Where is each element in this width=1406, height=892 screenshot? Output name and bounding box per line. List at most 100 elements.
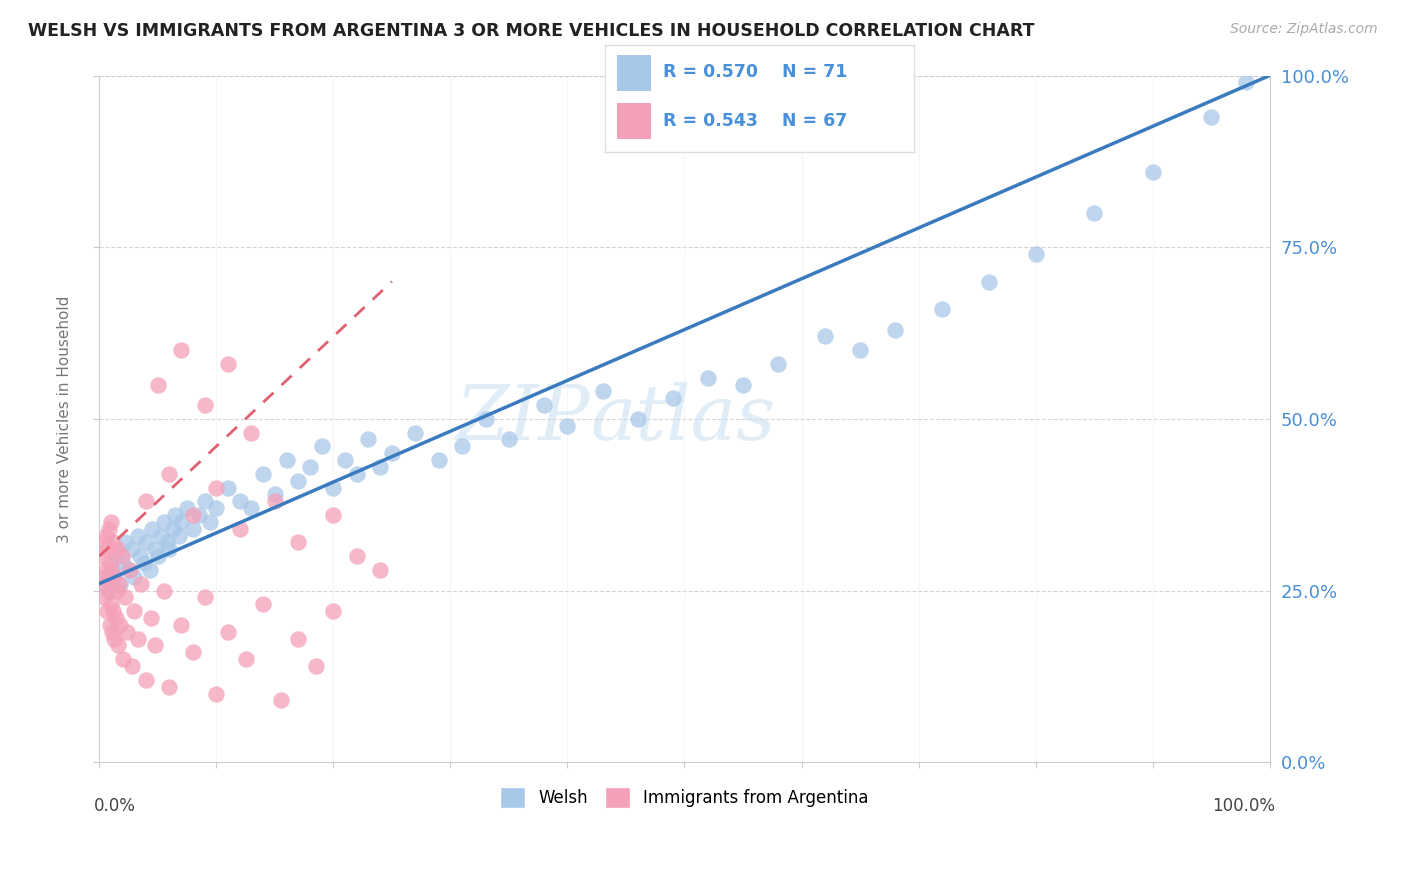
Bar <box>617 55 651 91</box>
Point <box>90 570 112 584</box>
Legend: Welsh, Immigrants from Argentina: Welsh, Immigrants from Argentina <box>494 780 876 814</box>
Point <box>557 418 579 433</box>
Point <box>276 453 298 467</box>
Point <box>93 591 115 605</box>
Point <box>194 494 217 508</box>
Point <box>121 659 143 673</box>
Point <box>121 542 143 557</box>
Point <box>103 570 125 584</box>
Point <box>322 508 344 522</box>
Point <box>322 481 344 495</box>
Point <box>228 522 250 536</box>
Point <box>129 549 152 564</box>
Point <box>150 528 173 542</box>
Point <box>498 433 520 447</box>
Point <box>94 576 117 591</box>
Point <box>170 343 193 358</box>
Text: ZIP: ZIP <box>456 382 591 456</box>
Point <box>97 522 120 536</box>
Point <box>381 446 404 460</box>
Text: R = 0.543    N = 67: R = 0.543 N = 67 <box>664 112 848 129</box>
Point <box>252 597 274 611</box>
Point <box>145 542 167 557</box>
Point <box>311 439 333 453</box>
Point <box>298 459 321 474</box>
Point <box>105 583 128 598</box>
Bar <box>617 103 651 139</box>
Point <box>731 377 754 392</box>
Point <box>124 604 146 618</box>
Point <box>240 425 263 440</box>
Point <box>111 556 134 570</box>
Point <box>217 357 239 371</box>
Y-axis label: 3 or more Vehicles in Household: 3 or more Vehicles in Household <box>58 295 72 542</box>
Point <box>427 453 450 467</box>
Point <box>270 693 292 707</box>
Point <box>159 542 181 557</box>
Point <box>287 535 309 549</box>
Point <box>205 501 228 516</box>
Point <box>118 563 141 577</box>
Point <box>91 549 114 564</box>
Point <box>152 583 174 598</box>
Point <box>110 549 132 564</box>
Point <box>100 597 122 611</box>
Point <box>146 549 169 564</box>
Point <box>104 611 127 625</box>
Point <box>98 556 121 570</box>
Point <box>141 522 163 536</box>
Point <box>814 329 837 343</box>
Point <box>200 515 222 529</box>
Point <box>117 563 139 577</box>
Point <box>152 515 174 529</box>
Point <box>533 398 555 412</box>
Point <box>110 618 132 632</box>
Point <box>114 591 136 605</box>
Point <box>263 494 285 508</box>
Point <box>94 576 117 591</box>
Point <box>662 391 685 405</box>
Point <box>100 515 122 529</box>
Point <box>138 563 160 577</box>
Text: Source: ZipAtlas.com: Source: ZipAtlas.com <box>1230 22 1378 37</box>
Point <box>96 604 118 618</box>
Point <box>135 673 157 687</box>
Point <box>131 576 153 591</box>
Point <box>305 659 328 673</box>
Point <box>333 453 356 467</box>
Point <box>127 632 149 646</box>
Point <box>368 459 391 474</box>
Point <box>101 563 124 577</box>
Point <box>235 652 257 666</box>
Point <box>101 624 124 639</box>
Point <box>357 433 380 447</box>
Point <box>1234 75 1257 89</box>
Point <box>98 618 121 632</box>
Point <box>346 467 368 481</box>
Point <box>181 522 204 536</box>
Point <box>114 535 136 549</box>
Point <box>167 528 190 542</box>
Point <box>94 535 117 549</box>
Point <box>176 501 198 516</box>
Point <box>194 398 217 412</box>
Point <box>103 604 125 618</box>
Text: atlas: atlas <box>591 382 776 456</box>
Point <box>187 508 209 522</box>
Point <box>146 377 169 392</box>
Text: WELSH VS IMMIGRANTS FROM ARGENTINA 3 OR MORE VEHICLES IN HOUSEHOLD CORRELATION C: WELSH VS IMMIGRANTS FROM ARGENTINA 3 OR … <box>28 22 1035 40</box>
Point <box>111 652 134 666</box>
Point <box>165 508 187 522</box>
Point <box>159 467 181 481</box>
Point <box>931 301 953 316</box>
Point <box>132 556 155 570</box>
Point <box>1025 247 1047 261</box>
Point <box>96 563 118 577</box>
Point <box>1142 164 1164 178</box>
Point <box>135 494 157 508</box>
Point <box>205 687 228 701</box>
Point <box>127 528 149 542</box>
Point <box>105 549 128 564</box>
Point <box>103 570 125 584</box>
Point <box>124 570 146 584</box>
